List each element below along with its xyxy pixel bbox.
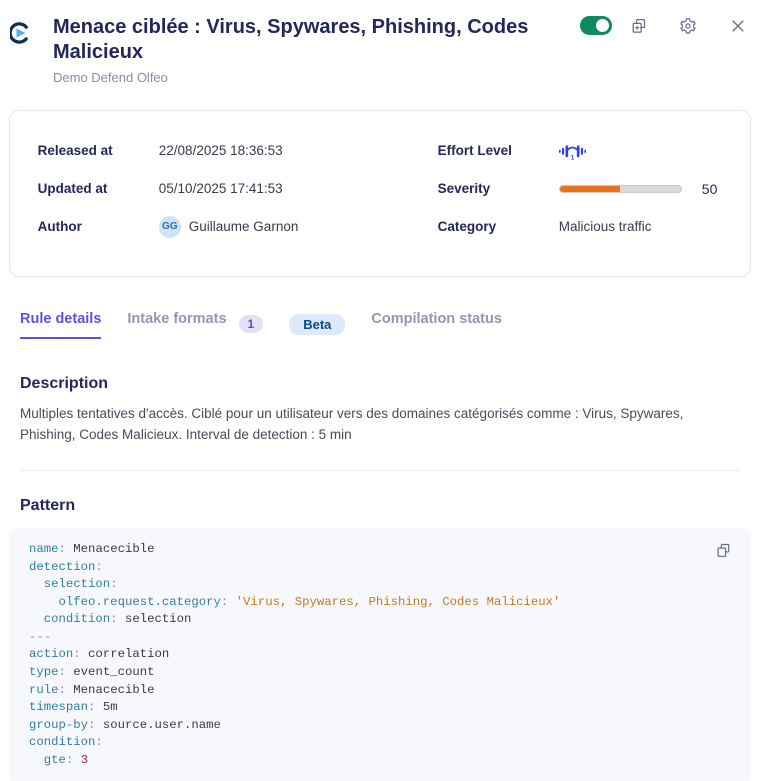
- svg-text:1: 1: [570, 154, 574, 160]
